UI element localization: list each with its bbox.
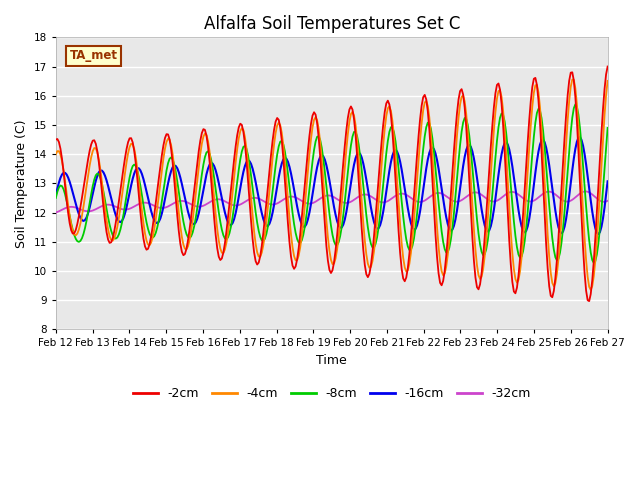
Y-axis label: Soil Temperature (C): Soil Temperature (C) <box>15 119 28 248</box>
Legend: -2cm, -4cm, -8cm, -16cm, -32cm: -2cm, -4cm, -8cm, -16cm, -32cm <box>127 382 536 405</box>
Text: TA_met: TA_met <box>70 49 118 62</box>
Title: Alfalfa Soil Temperatures Set C: Alfalfa Soil Temperatures Set C <box>204 15 460 33</box>
X-axis label: Time: Time <box>316 354 347 367</box>
